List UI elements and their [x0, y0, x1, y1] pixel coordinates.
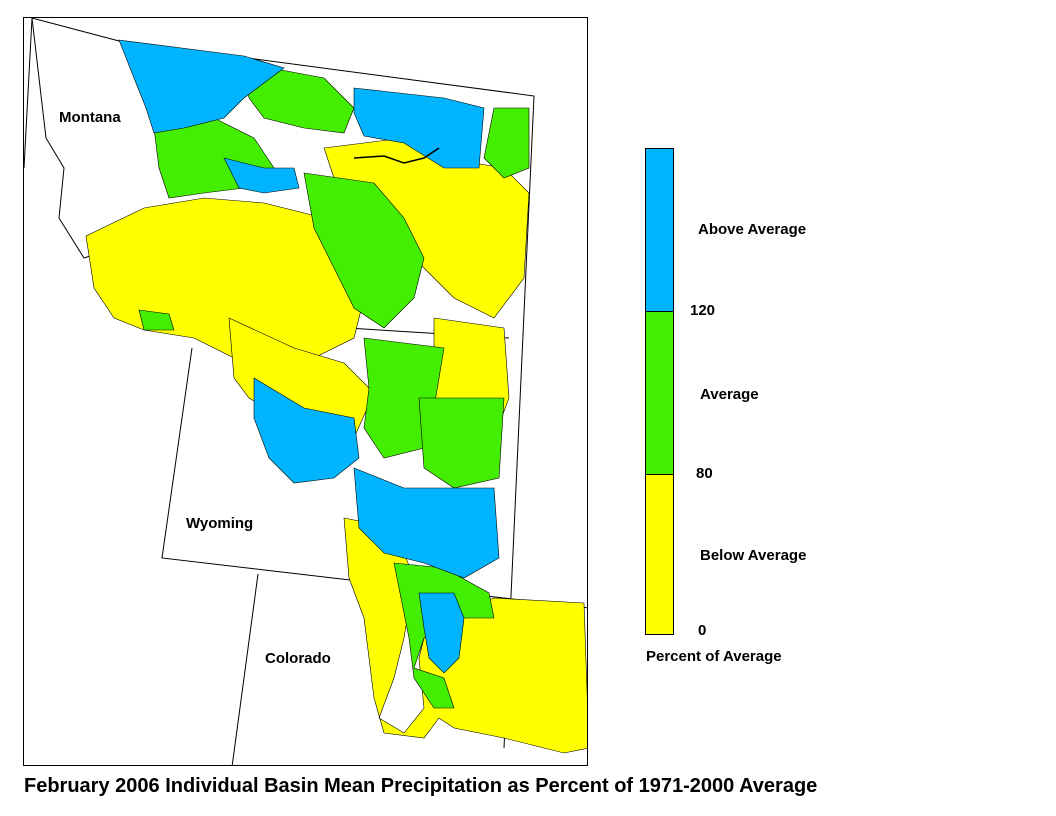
montana-border: [24, 18, 535, 749]
legend-threshold-0: 0: [698, 622, 707, 639]
colorado-label: Colorado: [265, 650, 331, 667]
legend-below-swatch: [646, 475, 673, 634]
colorado-border: [231, 573, 259, 765]
basin-avg-small-west: [138, 309, 175, 331]
basin-avg-south: [393, 562, 495, 709]
basin-map: [24, 18, 587, 765]
basin-avg-east: [418, 397, 505, 489]
basin-avg-north: [243, 62, 355, 134]
map-caption: February 2006 Individual Basin Mean Prec…: [24, 775, 818, 797]
map-frame: Montana Wyoming Colorado: [23, 17, 588, 766]
montana-west-edge: [31, 18, 115, 259]
basin-above-w: [223, 157, 300, 194]
basin-above-ne: [353, 87, 485, 169]
basin-avg-center: [303, 172, 425, 329]
basin-above-co: [418, 592, 465, 674]
basin-above-se: [353, 467, 500, 579]
legend-threshold-80: 80: [696, 465, 713, 482]
legend-threshold-120: 120: [690, 302, 716, 319]
wyoming-label: Wyoming: [186, 515, 254, 532]
legend-below-label: Below Average: [700, 547, 807, 564]
basin-above-north: [118, 39, 285, 134]
legend-color-bar: [645, 148, 674, 635]
legend-title: Percent of Average: [646, 648, 782, 665]
legend-above-swatch: [646, 149, 673, 311]
legend-average-label: Average: [700, 386, 759, 403]
legend-above-label: Above Average: [698, 221, 807, 238]
basin-above-south: [253, 377, 360, 484]
legend-divider-bottom: [646, 474, 673, 475]
river-line: [353, 147, 440, 164]
legend-average-swatch: [646, 312, 673, 474]
basin-avg-ne: [483, 107, 530, 179]
legend-divider-top: [646, 311, 673, 312]
montana-label: Montana: [59, 109, 121, 126]
basin-below-west: [85, 197, 365, 379]
